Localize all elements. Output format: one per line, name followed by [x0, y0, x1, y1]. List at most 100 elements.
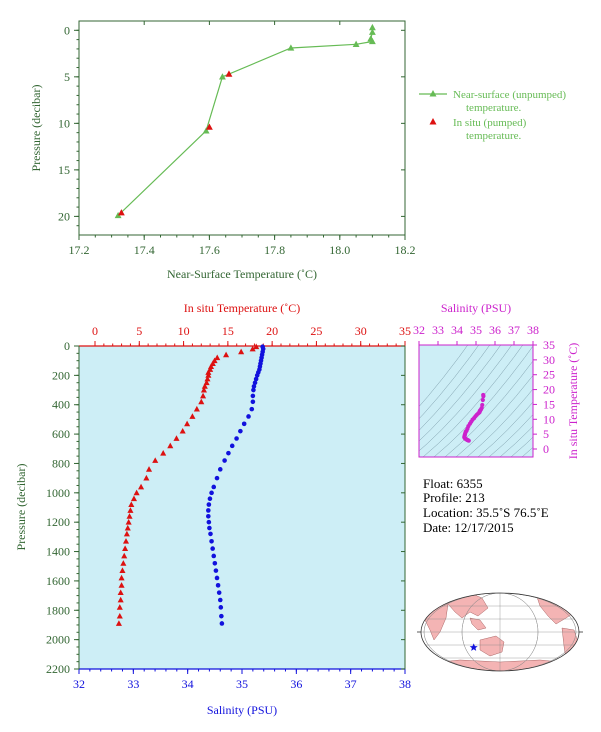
in-situ-temperature-point [116, 612, 123, 619]
ts-salinity-tick-label: 38 [527, 323, 539, 337]
legend-in-situ-marker [429, 118, 437, 125]
salinity-point [206, 508, 211, 513]
chart3-top-axis-label: Salinity (PSU) [441, 301, 511, 315]
temperature-tick-label: 25 [310, 324, 322, 338]
salinity-point [209, 538, 214, 544]
salinity-point [234, 436, 239, 441]
x-tick-label: 17.6 [199, 243, 220, 257]
in-situ-temperature-point [167, 442, 174, 449]
southeast-asia-landmass [469, 617, 487, 631]
in-situ-temperature-point [122, 538, 130, 544]
map-graticule [421, 593, 579, 671]
temperature-salinity-profile-chart: 0 5 10 15 20 25 30 35 32 33 34 35 36 37 38 0 200 400 600… [14, 301, 411, 717]
in-situ-temperature-point [125, 518, 132, 525]
salinity-point [207, 496, 213, 501]
salinity-point [214, 475, 220, 481]
in-situ-temperature-point [119, 567, 126, 574]
ts-temperature-tick-label: 20 [543, 383, 555, 397]
salinity-point [253, 376, 259, 382]
in-situ-temperature-point [127, 507, 134, 513]
in-situ-temperature-point [118, 582, 125, 588]
pressure-tick-label: 800 [52, 456, 70, 470]
in-situ-temperature-point [200, 392, 207, 399]
salinity-point [209, 490, 214, 496]
ts-point [481, 394, 486, 399]
in-situ-temperature-point [225, 70, 233, 77]
y-tick-label: 20 [58, 209, 70, 223]
salinity-point [212, 560, 218, 566]
location-map [417, 592, 583, 672]
in-situ-temperature-point [193, 405, 200, 412]
salinity-point [226, 450, 231, 456]
in-situ-temperature-point [145, 466, 153, 472]
in-situ-temperature-point [173, 435, 180, 441]
in-situ-temperature-point [249, 345, 256, 352]
in-situ-temperature-point [204, 375, 211, 382]
temperature-tick-label: 30 [355, 324, 367, 338]
x-tick-label: 18.2 [395, 243, 416, 257]
density-contour [419, 345, 513, 452]
salinity-tick-label: 33 [127, 677, 139, 691]
in-situ-temperature-point [223, 351, 230, 358]
chart3-series [462, 392, 486, 443]
salinity-point [217, 467, 223, 472]
in-situ-temperature-point [138, 483, 145, 490]
in-situ-temperature-point [179, 427, 186, 434]
near-surface-temperature-chart: 17.2 17.4 17.6 17.8 18.0 18.2 0 5 10 15 20 Near-S… [29, 20, 566, 281]
ts-salinity-tick-label: 34 [451, 323, 463, 337]
in-situ-temperature-point [184, 420, 191, 427]
in-situ-temperature-point [117, 209, 125, 216]
salinity-point [229, 443, 235, 449]
in-situ-temperature-point [133, 489, 140, 496]
legend-near-surface-marker [429, 90, 437, 97]
ts-temperature-tick-label: 10 [543, 412, 555, 426]
salinity-point [207, 525, 212, 531]
salinity-point [251, 384, 257, 389]
salinity-point [217, 597, 223, 603]
in-situ-temperature-point [128, 501, 135, 507]
ts-salinity-tick-label: 33 [432, 323, 444, 337]
float-location-marker [469, 643, 478, 651]
chart2-series [115, 343, 266, 626]
pressure-tick-label: 1800 [46, 603, 70, 617]
temperature-tick-label: 35 [399, 324, 411, 338]
near-surface-temperature-point [368, 28, 376, 35]
in-situ-temperature-point [126, 513, 133, 519]
near-surface-temperature-point [352, 40, 360, 47]
ts-salinity-tick-label: 35 [470, 323, 482, 337]
ts-temperature-tick-label: 15 [543, 397, 555, 411]
chart2-bottom-axis-label: Salinity (PSU) [207, 703, 277, 717]
near-surface-temperature-point [219, 73, 226, 80]
in-situ-temperature-point [118, 574, 125, 581]
salinity-point [213, 568, 219, 573]
legend-in-situ-label: In situ (pumped) temperature. [453, 117, 529, 142]
chart2-plot-background [79, 346, 405, 669]
in-situ-temperature-point [117, 596, 124, 603]
salinity-point [222, 458, 227, 463]
salinity-point [250, 393, 256, 399]
chart3-salinity-axis-ticks: 32 33 34 35 36 37 38 [413, 323, 539, 345]
salinity-point [251, 387, 256, 393]
ts-temperature-tick-label: 30 [543, 353, 555, 367]
temperature-tick-label: 15 [222, 324, 234, 338]
salinity-point [238, 428, 243, 434]
pressure-tick-label: 200 [52, 368, 70, 382]
salinity-tick-label: 35 [236, 677, 248, 691]
salinity-point [210, 546, 215, 551]
y-tick-label: 0 [64, 23, 70, 37]
salinity-tick-label: 32 [73, 677, 85, 691]
chart2-top-axis-label: In situ Temperature (˚C) [184, 301, 301, 315]
y-tick-label: 10 [58, 116, 70, 130]
salinity-point [250, 399, 256, 405]
in-situ-temperature-point [198, 398, 205, 405]
salinity-point [218, 605, 224, 610]
chart3-right-axis-label: In situ Temperature (˚C) [566, 343, 580, 460]
in-situ-temperature-point [200, 386, 207, 393]
chart1-x-axis-ticks: 17.2 17.4 17.6 17.8 18.0 18.2 [69, 21, 416, 257]
pressure-tick-label: 1200 [46, 515, 70, 529]
pressure-tick-label: 2000 [46, 633, 70, 647]
eurasia-landmass [423, 593, 489, 619]
chart3-plot-background [419, 345, 533, 457]
